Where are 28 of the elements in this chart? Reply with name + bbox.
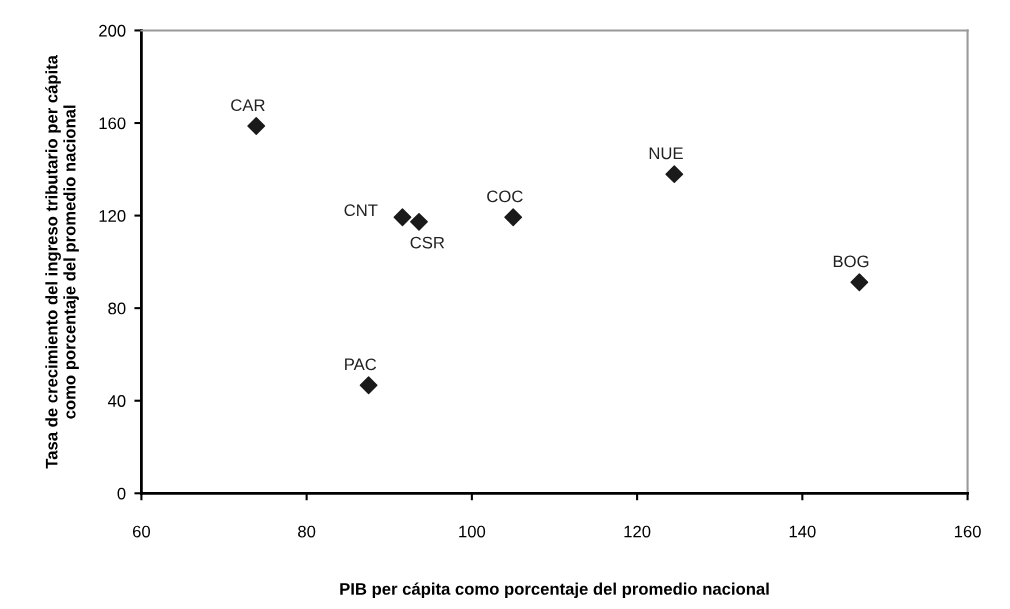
point <box>359 376 378 395</box>
x-axis-title: PIB per cápita como porcentaje del promedio nacional <box>340 582 769 599</box>
y-tick-label: 0 <box>117 487 126 500</box>
y-tick-label: 200 <box>99 24 126 37</box>
x-tick-label: 140 <box>789 525 816 538</box>
annotation: CSR <box>410 236 445 249</box>
y-axis-title: Tasa de crecimiento del ingreso tributario per cápita como porcentaje del promedio nacional <box>45 54 79 469</box>
point <box>504 208 523 227</box>
annotation: CAR <box>231 99 265 112</box>
annotation: PAC <box>345 358 377 371</box>
annotation: NUE <box>649 147 683 160</box>
point <box>410 212 428 231</box>
y-tick-label: 40 <box>107 395 126 407</box>
y-tick-label: 80 <box>108 302 126 315</box>
annotation: CNT <box>344 204 378 217</box>
x-tick-label: 160 <box>954 525 981 538</box>
x-tick-label: 100 <box>459 525 486 538</box>
point <box>247 117 266 135</box>
annotation: BOG <box>833 255 869 268</box>
point <box>665 165 684 184</box>
y-tick-label: 120 <box>99 209 126 222</box>
y-tick-label: 160 <box>99 117 126 130</box>
point <box>393 208 412 227</box>
x-tick-label: 80 <box>298 525 316 538</box>
x-tick-label: 120 <box>624 525 651 538</box>
x-tick-label: 60 <box>132 525 151 538</box>
annotation: COC <box>487 190 523 203</box>
point <box>850 273 869 292</box>
